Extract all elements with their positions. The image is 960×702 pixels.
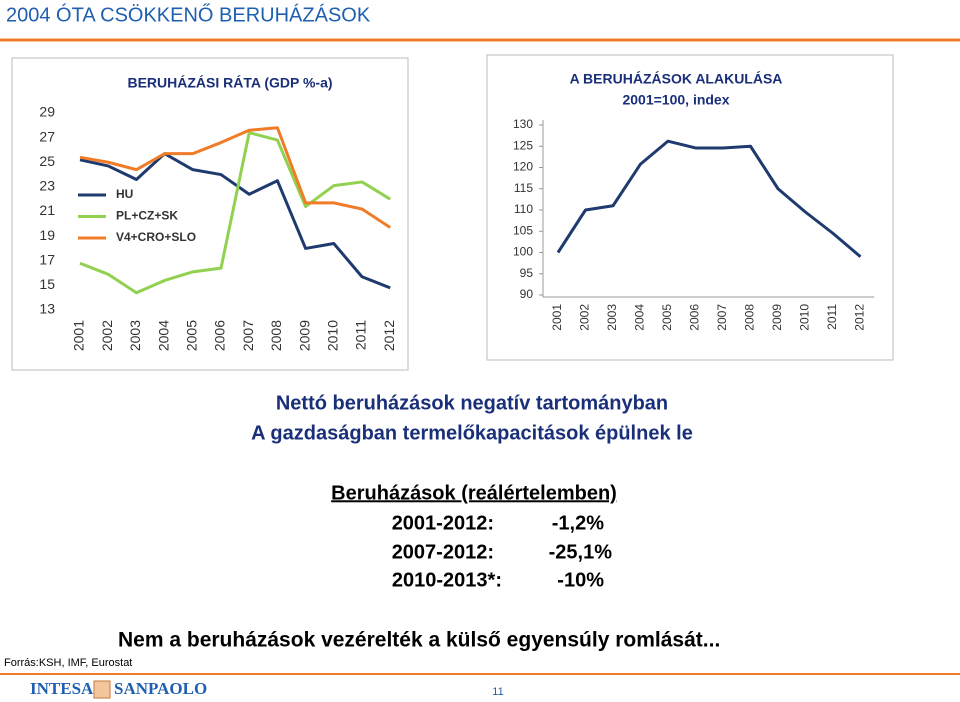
series-line — [79, 152, 391, 290]
series-line — [79, 131, 391, 295]
y-tick-label: 29 — [39, 104, 55, 120]
stats-title: Beruházások (reálértelemben) — [331, 482, 617, 504]
x-tick-label: 2007 — [240, 320, 256, 351]
x-tick-label: 2008 — [743, 304, 757, 331]
logo: INTESA — [30, 679, 94, 698]
y-tick-label: 120 — [513, 160, 533, 174]
headline: A gazdaságban termelőkapacitások épülnek… — [251, 422, 693, 444]
y-tick-label: 21 — [39, 202, 55, 218]
x-tick-label: 2012 — [381, 320, 397, 351]
x-tick-label: 2010 — [325, 320, 341, 351]
x-tick-label: 2001 — [71, 320, 87, 351]
y-tick-label: 19 — [39, 227, 55, 243]
stats-value: -25,1% — [549, 541, 613, 563]
y-tick-label: 105 — [513, 223, 533, 237]
legend-label: HU — [116, 187, 133, 201]
x-tick-label: 2004 — [155, 320, 171, 351]
slide-title: 2004 ÓTA CSÖKKENŐ BERUHÁZÁSOK — [6, 3, 371, 26]
y-tick-label: 100 — [513, 245, 533, 259]
chart-title: BERUHÁZÁSI RÁTA (GDP %-a) — [127, 75, 332, 91]
source: Forrás:KSH, IMF, Eurostat — [4, 657, 132, 669]
logo-icon — [93, 680, 111, 699]
y-tick-label: 90 — [520, 287, 534, 301]
x-tick-label: 2009 — [770, 304, 784, 331]
y-tick-label: 110 — [514, 202, 533, 216]
page-number: 11 — [492, 686, 503, 698]
stats-period: 2001-2012: — [392, 512, 494, 534]
stats-value: -10% — [557, 569, 604, 591]
legend-label: V4+CRO+SLO — [116, 230, 196, 244]
y-tick-label: 25 — [39, 153, 55, 169]
logo: SANPAOLO — [114, 679, 207, 698]
conclusion: Nem a beruházások vezérelték a külső egy… — [118, 629, 720, 652]
series-line — [79, 126, 392, 229]
x-tick-label: 2003 — [127, 320, 143, 351]
y-tick-label: 95 — [520, 266, 534, 280]
x-tick-label: 2005 — [184, 320, 200, 351]
x-tick-label: 2008 — [268, 320, 284, 351]
x-tick-label: 2007 — [715, 304, 729, 331]
y-tick-label: 13 — [39, 301, 55, 317]
x-tick-label: 2009 — [296, 320, 312, 351]
y-tick-label: 15 — [39, 276, 55, 292]
y-tick-label: 115 — [514, 181, 533, 195]
x-tick-label: 2006 — [212, 320, 228, 351]
chart-title: A BERUHÁZÁSOK ALAKULÁSA — [570, 71, 783, 87]
x-tick-label: 2006 — [688, 304, 702, 331]
x-tick-label: 2011 — [825, 304, 839, 330]
stats-value: -1,2% — [552, 512, 604, 534]
x-tick-label: 2002 — [99, 320, 115, 351]
chart-subtitle: 2001=100, index — [622, 92, 729, 108]
y-tick-label: 130 — [513, 117, 533, 131]
y-tick-label: 125 — [513, 138, 533, 152]
x-tick-label: 2004 — [633, 304, 647, 331]
x-tick-label: 2005 — [660, 304, 674, 331]
headline: Nettó beruházások negatív tartományban — [276, 392, 668, 414]
stats-period: 2010-2013*: — [392, 569, 502, 591]
y-tick-label: 23 — [39, 178, 55, 194]
x-tick-label: 2012 — [853, 304, 867, 331]
x-tick-label: 2003 — [605, 304, 619, 331]
stats-period: 2007-2012: — [392, 541, 494, 563]
chart-panel — [486, 54, 894, 361]
x-tick-label: 2002 — [578, 304, 592, 331]
y-tick-label: 17 — [39, 251, 55, 267]
y-tick-label: 27 — [39, 128, 55, 144]
x-tick-label: 2011 — [353, 320, 369, 350]
x-tick-label: 2010 — [798, 304, 812, 331]
series-line — [556, 139, 862, 258]
x-tick-label: 2001 — [550, 304, 564, 331]
legend-label: PL+CZ+SK — [116, 209, 178, 223]
